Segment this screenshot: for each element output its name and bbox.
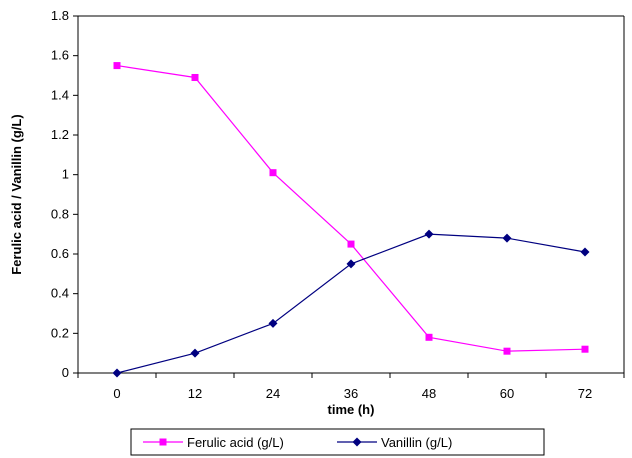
data-point xyxy=(112,368,122,378)
x-tick-label: 0 xyxy=(113,386,120,401)
data-point xyxy=(424,229,434,239)
series-line-ferulic-acid xyxy=(116,64,586,352)
legend-marker xyxy=(159,438,167,446)
data-point xyxy=(503,347,511,355)
legend-label: Ferulic acid (g/L) xyxy=(187,435,284,450)
plot-area: 0 0.2 0.4 0.6 0.8 1 1.2 1.4 1.6 1.8 0 12 24 36 48 60 72 xyxy=(51,8,625,401)
y-tick-label: 0.8 xyxy=(51,206,69,221)
data-point xyxy=(190,348,200,358)
data-point xyxy=(580,247,590,257)
y-tick-label: 1.6 xyxy=(51,48,69,63)
data-point xyxy=(268,318,278,328)
data-point xyxy=(346,259,356,269)
x-tick-label: 72 xyxy=(578,386,592,401)
y-axis-title: Ferulic acid / Vanillin (g/L) xyxy=(9,114,24,274)
y-tick-label: 0 xyxy=(62,365,69,380)
y-tick-label: 1.2 xyxy=(51,127,69,142)
data-point xyxy=(581,345,589,353)
x-tick-label: 24 xyxy=(266,386,280,401)
y-tick-label: 0.6 xyxy=(51,246,69,261)
data-point xyxy=(425,333,433,341)
data-point xyxy=(113,62,121,70)
data-point xyxy=(502,233,512,243)
x-axis-title: time (h) xyxy=(328,402,375,417)
x-tick-label: 36 xyxy=(344,386,358,401)
x-tick-label: 48 xyxy=(422,386,436,401)
series-line-vanillin xyxy=(116,233,586,374)
y-tick-label: 0.4 xyxy=(51,286,69,301)
legend: Ferulic acid (g/L) Vanillin (g/L) xyxy=(130,428,545,456)
y-tick-label: 0.2 xyxy=(51,325,69,340)
y-tick-label: 1.8 xyxy=(51,8,69,23)
data-point xyxy=(269,169,277,177)
x-tick-label: 12 xyxy=(188,386,202,401)
data-point xyxy=(191,73,199,81)
data-point xyxy=(347,240,355,248)
y-tick-label: 1 xyxy=(62,167,69,182)
legend-marker xyxy=(352,437,362,447)
legend-label: Vanillin (g/L) xyxy=(381,435,452,450)
x-tick-label: 60 xyxy=(500,386,514,401)
y-tick-label: 1.4 xyxy=(51,87,69,102)
